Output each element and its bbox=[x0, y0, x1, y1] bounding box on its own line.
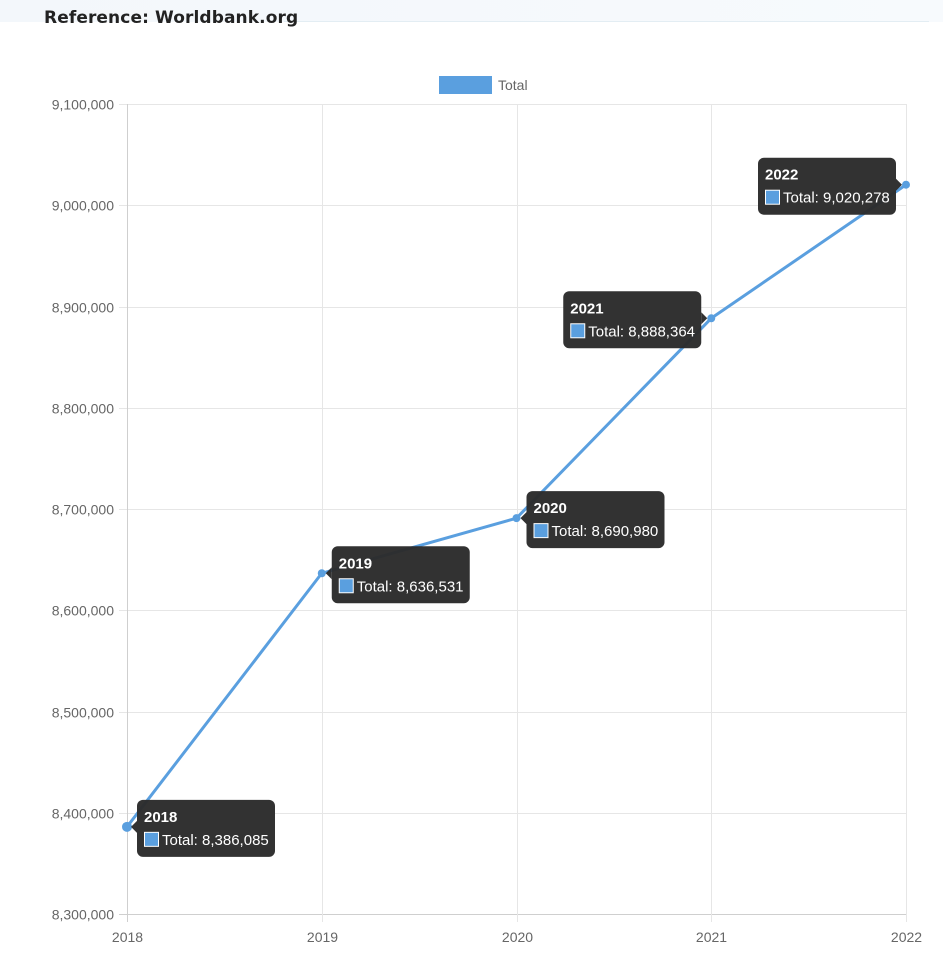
chart-legend[interactable]: Total bbox=[439, 76, 528, 94]
y-tick-label: 8,400,000 bbox=[52, 806, 114, 822]
tooltip-caret bbox=[131, 820, 137, 833]
x-tick-label: 2018 bbox=[112, 929, 143, 945]
data-point[interactable] bbox=[122, 821, 132, 832]
tooltip-swatch bbox=[144, 831, 159, 847]
tooltip-2022: 2022 Total: 9,020,278 bbox=[758, 157, 902, 215]
series-line bbox=[125, 183, 907, 828]
tooltip-label: Total: 8,888,364 bbox=[588, 323, 695, 340]
tooltip-caret bbox=[896, 178, 902, 191]
y-tick-label: 8,700,000 bbox=[52, 502, 114, 518]
tooltip-label: Total: 8,386,085 bbox=[162, 832, 269, 849]
header-divider bbox=[284, 21, 929, 22]
tooltip-box bbox=[563, 291, 702, 349]
data-point[interactable] bbox=[707, 314, 716, 323]
data-point[interactable] bbox=[902, 180, 910, 189]
y-tick-label: 8,600,000 bbox=[52, 603, 114, 619]
tooltip-label: Total: 8,690,980 bbox=[552, 523, 659, 540]
tooltip-2021: 2021 Total: 8,888,364 bbox=[563, 291, 708, 349]
legend-swatch[interactable] bbox=[439, 76, 492, 94]
tooltip-label: Total: 9,020,278 bbox=[783, 190, 890, 207]
x-tick-label: 2021 bbox=[696, 929, 727, 945]
chart-grid bbox=[119, 104, 907, 922]
data-point[interactable] bbox=[317, 569, 326, 578]
tooltip-caret bbox=[325, 567, 332, 580]
x-tick-label: 2022 bbox=[891, 929, 922, 945]
x-tick-label: 2019 bbox=[307, 929, 338, 945]
tooltip-box bbox=[526, 491, 665, 549]
tooltip-caret bbox=[520, 512, 527, 525]
tooltip-swatch bbox=[570, 323, 586, 339]
y-tick-label: 9,000,000 bbox=[52, 198, 114, 214]
tooltip-caret bbox=[701, 312, 708, 325]
data-point[interactable] bbox=[512, 514, 521, 523]
tooltip-2019: 2019 Total: 8,636,531 bbox=[325, 546, 470, 604]
header-strip bbox=[0, 0, 943, 22]
tooltip-box bbox=[137, 799, 275, 857]
tooltip-title: 2019 bbox=[339, 555, 372, 572]
tooltip-swatch bbox=[533, 523, 549, 539]
y-tick-label: 8,900,000 bbox=[52, 300, 114, 316]
y-tick-label: 9,100,000 bbox=[52, 97, 114, 113]
tooltip-title: 2022 bbox=[765, 167, 798, 184]
tooltip-swatch bbox=[338, 578, 354, 594]
tooltip-box bbox=[331, 546, 470, 604]
tooltip-title: 2020 bbox=[534, 500, 567, 517]
y-tick-label: 8,500,000 bbox=[52, 705, 114, 721]
tooltip-2018: 2018 Total: 8,386,085 bbox=[131, 799, 275, 857]
tooltip-2020: 2020 Total: 8,690,980 bbox=[520, 491, 665, 549]
tooltip-title: 2018 bbox=[144, 809, 177, 826]
y-tick-label: 8,300,000 bbox=[52, 907, 114, 923]
chart-axes: 8,300,000 8,400,000 8,500,000 8,600,000 8,70… bbox=[52, 97, 923, 946]
y-tick-label: 8,800,000 bbox=[52, 401, 114, 417]
tooltip-box bbox=[758, 157, 896, 215]
tooltip-swatch bbox=[765, 189, 780, 205]
tooltips: 2018 Total: 8,386,085 2019 Total: 8,636,531… bbox=[131, 157, 902, 857]
tooltip-title: 2021 bbox=[570, 300, 603, 317]
reference-title: Reference: Worldbank.org bbox=[44, 8, 299, 28]
series-total bbox=[122, 180, 910, 832]
tooltip-label: Total: 8,636,531 bbox=[357, 578, 464, 595]
legend-label-total[interactable]: Total bbox=[498, 77, 528, 93]
x-tick-label: 2020 bbox=[502, 929, 533, 945]
